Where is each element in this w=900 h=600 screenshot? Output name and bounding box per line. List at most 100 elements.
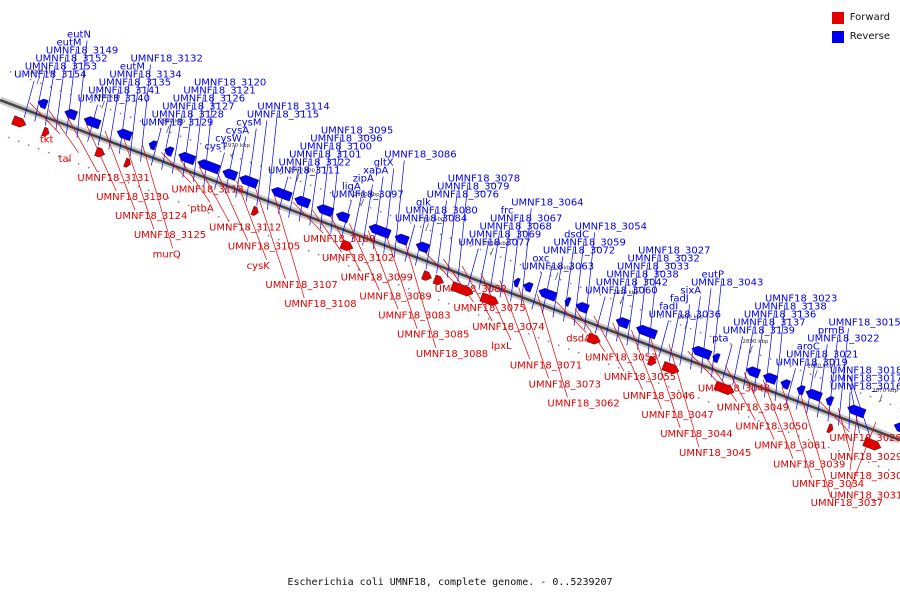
forward-gene-arrow: [586, 332, 601, 345]
forward-gene-label: UMNF18_3108: [284, 299, 356, 310]
leader-line: [405, 244, 437, 348]
ruler-dot-upper: [177, 200, 180, 203]
ruler-dot-lower: [419, 225, 422, 228]
leader-line: [781, 386, 813, 478]
forward-gene-label: UMNF18_3105: [228, 242, 300, 253]
ruler-dot-upper: [507, 325, 510, 328]
leader-line: [436, 200, 447, 274]
reverse-gene-label: UMNF18_3084: [395, 214, 467, 225]
leader-line: [87, 104, 98, 142]
forward-gene-label: UMNF18_3082: [435, 284, 507, 295]
legend-item-forward: Forward: [831, 8, 890, 27]
forward-gene-label: UMNF18_3112: [209, 223, 281, 234]
ruler-dot-lower: [579, 286, 582, 289]
ruler-dot-lower: [119, 112, 122, 115]
forward-gene-label: UMNF18_3102: [322, 253, 394, 264]
ruler-dot-upper: [727, 408, 730, 411]
ruler-dot-upper: [417, 291, 420, 294]
ruler-dot-lower: [459, 241, 462, 243]
ruler-dot-upper: [7, 136, 10, 139]
ruler-dot-lower: [689, 327, 692, 330]
ruler-dot-upper: [167, 197, 170, 199]
gene-features: [11, 98, 900, 451]
reverse-gene-label: pta: [712, 333, 728, 344]
ruler-dot-upper: [317, 253, 320, 256]
leader-line: [236, 180, 267, 260]
ruler-dot-lower: [839, 384, 842, 387]
reverse-gene-arrow: [271, 187, 293, 202]
reverse-gene-label: UMNF18_3042: [596, 277, 668, 288]
ruler-dot-lower: [19, 74, 22, 77]
leader-line: [457, 184, 469, 282]
ruler-dot-upper: [747, 416, 750, 418]
leader-line: [142, 145, 173, 249]
ruler-dot-lower: [169, 131, 172, 134]
ruler-dot-upper: [817, 442, 820, 445]
reverse-gene-label: eutM: [120, 62, 145, 73]
reverse-gene-label: UMNF18_3152: [35, 54, 107, 65]
ruler-dot-lower: [439, 233, 442, 236]
reverse-gene-arrow: [316, 204, 335, 218]
ruler-dot-lower: [699, 331, 702, 334]
leader-line: [311, 208, 343, 253]
reverse-gene-label: eutN: [67, 30, 91, 41]
ruler-dot-lower: [9, 71, 12, 73]
leader-line: [848, 392, 851, 430]
leader-line: [499, 280, 531, 360]
forward-gene-label: UMNF18_3071: [510, 360, 582, 371]
reverse-gene-label: UMNF18_3120: [194, 78, 266, 89]
forward-gene-arrow: [41, 126, 50, 137]
reverse-gene-label: glk: [416, 197, 431, 208]
ruler-dot-lower: [189, 139, 192, 141]
leader-line: [573, 240, 585, 326]
ruler-dot-lower: [679, 324, 682, 326]
leader-line: [193, 96, 204, 182]
ruler-dot-upper: [187, 204, 190, 207]
forward-gene-label: UMNF18_3113: [171, 184, 243, 195]
leader-line: [171, 112, 183, 174]
ruler-tick-mark: [554, 272, 559, 280]
ruler-dot-upper: [567, 348, 570, 350]
forward-gene-label: UMNF18_3085: [397, 330, 469, 341]
leader-line: [649, 336, 681, 429]
leader-line: [594, 296, 606, 334]
leader-line: [118, 80, 130, 154]
ruler-tick-label: 2980 kbp: [159, 118, 185, 124]
reverse-gene-label: eutM: [56, 38, 81, 49]
ruler-dot-upper: [367, 272, 370, 275]
leader-line: [700, 288, 712, 374]
ruler-dot-lower: [889, 403, 892, 406]
leader-line: [179, 159, 211, 203]
reverse-gene-label: UMNF18_3018: [830, 365, 900, 376]
forward-gene-label: UMNF18_3048: [698, 383, 770, 394]
forward-gene-label: UMNF18_3055: [604, 372, 676, 383]
legend: Forward Reverse: [831, 8, 890, 46]
leader-line: [425, 208, 437, 270]
ruler-dot-upper: [17, 140, 20, 143]
ruler-tick-label: 2940 kbp: [419, 216, 445, 222]
leader-line: [795, 360, 807, 410]
legend-forward-label: Forward: [849, 12, 890, 23]
ruler-dot-upper: [237, 223, 240, 226]
ruler-dot-upper: [77, 163, 80, 165]
leader-line: [800, 393, 831, 498]
reverse-gene-label: UMNF18_3064: [511, 197, 583, 208]
forward-gene-label: UMNF18_3046: [623, 391, 695, 402]
forward-gene-label: UMNF18_3083: [378, 311, 450, 322]
ruler-dot-lower: [779, 361, 782, 364]
ruler-dot-lower: [759, 354, 762, 357]
leader-line: [849, 422, 877, 490]
leader-line: [584, 232, 595, 330]
reverse-gene-label: UMNF18_3139: [723, 325, 795, 336]
ruler-dot-lower: [209, 146, 212, 149]
ruler-dot-upper: [677, 389, 680, 392]
reverse-gene-label: aroC: [797, 341, 820, 352]
forward-gene-label: UMNF18_3049: [717, 402, 789, 413]
leader-line: [711, 280, 722, 378]
reverse-gene-label: UMNF18_3076: [427, 189, 499, 200]
reverse-gene-label: UMNF18_3128: [152, 110, 224, 121]
reverse-gene-label: UMNF18_3114: [257, 102, 329, 113]
leader-line: [637, 264, 648, 350]
forward-gene-label: murQ: [153, 249, 181, 260]
ruler-dot-lower: [499, 256, 502, 258]
